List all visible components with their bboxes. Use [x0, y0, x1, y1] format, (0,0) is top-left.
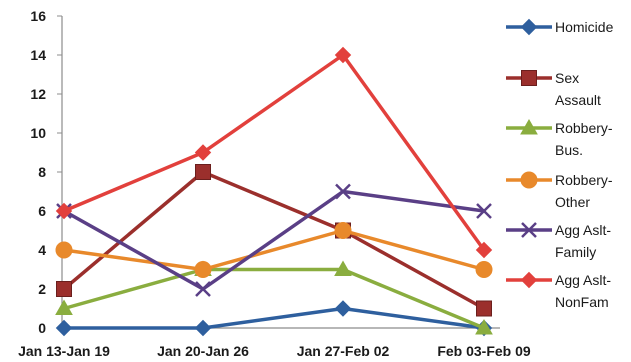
y-tick-label: 8 — [38, 164, 46, 180]
series-agg-aslt-family — [56, 183, 492, 297]
legend-item: Homicide — [506, 18, 614, 36]
legend-label: Bus. — [555, 142, 583, 158]
data-point — [55, 319, 73, 337]
data-point — [195, 164, 211, 180]
data-point — [194, 144, 212, 161]
y-tick-label: 16 — [30, 8, 46, 24]
legend-swatch-marker — [520, 18, 538, 36]
legend-label: Agg Aslt- — [555, 222, 611, 238]
data-point — [476, 300, 492, 317]
marker-stroke — [521, 222, 537, 238]
data-point — [334, 260, 352, 276]
chart-axes: 0 2 4 6 8 10 12 14 16 Jan 13-Jan 19 Jan 20-Jan 26 J… — [18, 8, 531, 359]
series-line — [62, 306, 486, 330]
data-point — [56, 281, 72, 297]
legend-label: NonFam — [555, 294, 609, 310]
series-line — [62, 170, 486, 311]
series-homicide — [55, 300, 493, 337]
data-point — [335, 183, 351, 200]
legend-label: Family — [555, 244, 596, 260]
legend-label: Agg Aslt- — [555, 272, 611, 288]
series-robbery-other — [55, 222, 493, 278]
series-line — [62, 189, 486, 291]
data-point — [476, 203, 492, 219]
chart-legend: Homicide Sex Assault Robbery- Bus. Robbery- Ot… — [506, 18, 614, 310]
data-point — [334, 300, 352, 317]
legend-swatch-marker — [520, 118, 538, 135]
x-tick-label: Feb 03-Feb 09 — [437, 343, 531, 359]
data-point — [475, 318, 493, 335]
legend-label: Assault — [555, 92, 601, 108]
data-point — [334, 222, 352, 239]
y-tick-label: 2 — [38, 281, 46, 297]
series-robbery-bus- — [55, 260, 493, 335]
data-point — [195, 281, 211, 297]
legend-item: Agg Aslt- NonFam — [506, 271, 611, 310]
legend-item: Agg Aslt- Family — [506, 222, 611, 260]
legend-item: Sex Assault — [506, 70, 601, 108]
series-line — [62, 53, 486, 252]
legend-label: Robbery- — [555, 172, 613, 188]
legend-label: Robbery- — [555, 120, 613, 136]
legend-item: Robbery- Bus. — [506, 118, 613, 158]
legend-label: Homicide — [555, 19, 614, 35]
legend-swatch-marker — [521, 70, 537, 86]
data-point — [334, 46, 352, 64]
y-tick-label: 10 — [30, 125, 46, 141]
data-point — [475, 241, 493, 259]
y-tick-label: 0 — [38, 320, 46, 336]
legend-item: Robbery- Other — [506, 171, 613, 210]
data-point — [55, 299, 73, 315]
marker-stroke — [335, 183, 351, 200]
x-tick-label: Jan 13-Jan 19 — [18, 343, 110, 359]
x-tick-label: Jan 20-Jan 26 — [157, 343, 249, 359]
chart-series — [55, 46, 493, 337]
x-tick-label: Jan 27-Feb 02 — [297, 343, 390, 359]
legend-swatch-marker — [521, 222, 537, 238]
legend-label: Sex — [555, 70, 579, 86]
series-line — [62, 228, 486, 272]
data-point — [475, 261, 493, 278]
data-point — [55, 202, 73, 220]
legend-swatch-marker — [520, 271, 538, 289]
data-point — [194, 261, 212, 278]
marker-stroke — [476, 203, 492, 219]
series-line — [62, 267, 486, 330]
series-agg-aslt-nonfam — [55, 46, 493, 259]
data-point — [55, 241, 73, 259]
y-tick-label: 4 — [38, 242, 46, 258]
y-tick-label: 6 — [38, 203, 46, 219]
data-point — [194, 319, 212, 337]
legend-label: Other — [555, 194, 590, 210]
y-tick-label: 14 — [30, 47, 46, 63]
y-tick-label: 12 — [30, 86, 46, 102]
marker-stroke — [195, 281, 211, 297]
legend-swatch-marker — [520, 171, 538, 189]
